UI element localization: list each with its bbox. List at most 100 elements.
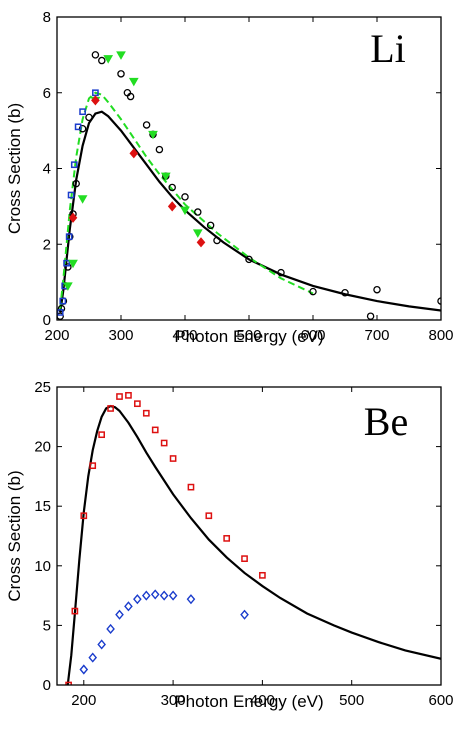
circle-point bbox=[206, 221, 215, 230]
x-tick-label: 200 bbox=[71, 692, 96, 709]
solid-curve bbox=[66, 404, 441, 685]
diamond-point bbox=[106, 623, 115, 635]
circle-point bbox=[98, 56, 106, 65]
li-panel: 200 300 400 500 600 700 800 0 2 4 6 8 Photon Energy … bbox=[5, 9, 454, 346]
circle-point bbox=[366, 312, 375, 320]
series-triangle-down-2 bbox=[63, 51, 203, 291]
square-point bbox=[59, 297, 67, 305]
diamond-point bbox=[150, 589, 160, 600]
y-tick-label: 6 bbox=[43, 85, 51, 102]
triangle-down-point bbox=[180, 206, 190, 216]
x-tick-label: 800 bbox=[428, 327, 453, 344]
square-point bbox=[134, 400, 141, 408]
circle-point bbox=[168, 183, 176, 192]
diamond-point bbox=[124, 601, 133, 612]
be-panel: 200 300 400 500 600 0 5 10 15 20 25 Photon Energy (… bbox=[5, 379, 454, 711]
square-point bbox=[187, 483, 195, 491]
circle-point bbox=[213, 236, 221, 245]
triangle-down-point bbox=[160, 172, 171, 182]
diamond-point bbox=[79, 664, 89, 675]
y-tick-label: 8 bbox=[43, 9, 51, 26]
series-diamond-1 bbox=[79, 589, 249, 675]
square-point bbox=[70, 161, 78, 169]
diamond-point bbox=[167, 201, 177, 212]
series-square-0 bbox=[65, 391, 266, 685]
diamond-point bbox=[129, 148, 139, 159]
circle-point bbox=[142, 121, 151, 129]
x-tick-label: 700 bbox=[364, 327, 389, 344]
x-tick-label: 500 bbox=[339, 692, 364, 709]
panel-label: Li bbox=[370, 26, 406, 71]
square-point bbox=[259, 571, 266, 579]
y-tick-label: 25 bbox=[34, 379, 51, 396]
x-tick-label: 300 bbox=[108, 327, 133, 344]
square-point bbox=[65, 681, 72, 685]
square-point bbox=[89, 462, 97, 470]
diamond-point bbox=[68, 212, 78, 223]
square-point bbox=[65, 233, 73, 241]
circle-point bbox=[91, 51, 100, 59]
square-point bbox=[205, 512, 213, 520]
circle-point bbox=[126, 92, 135, 101]
circle-point bbox=[117, 70, 125, 78]
circle-point bbox=[373, 285, 381, 294]
square-point bbox=[169, 455, 177, 462]
diamond-point bbox=[88, 652, 98, 663]
square-point bbox=[142, 409, 150, 417]
y-axis-label: Cross Section (b) bbox=[5, 103, 24, 234]
y-tick-label: 10 bbox=[34, 558, 51, 575]
y-tick-label: 0 bbox=[43, 312, 51, 329]
circle-point bbox=[194, 208, 202, 216]
square-point bbox=[80, 512, 88, 520]
square-point bbox=[71, 607, 79, 615]
triangle-down-point bbox=[77, 195, 88, 204]
diamond-point bbox=[159, 590, 169, 601]
y-tick-label: 4 bbox=[43, 161, 51, 178]
circle-point bbox=[155, 145, 164, 154]
circle-point bbox=[181, 193, 189, 201]
square-point bbox=[63, 259, 70, 267]
diamond-point bbox=[133, 594, 142, 605]
square-point bbox=[125, 391, 132, 399]
triangle-down-point bbox=[148, 130, 158, 140]
x-tick-label: 500 bbox=[236, 327, 261, 344]
triangle-down-point bbox=[63, 282, 73, 291]
panel-label: Be bbox=[364, 399, 408, 444]
square-point bbox=[67, 191, 75, 199]
y-tick-label: 5 bbox=[43, 617, 51, 634]
triangle-down-point bbox=[128, 77, 139, 87]
circle-point bbox=[341, 288, 349, 297]
square-point bbox=[107, 405, 114, 412]
circle-point bbox=[64, 263, 72, 271]
y-axis-label: Cross Section (b) bbox=[5, 470, 24, 601]
circle-point bbox=[85, 113, 93, 122]
y-tick-label: 20 bbox=[34, 439, 51, 456]
triangle-down-point bbox=[192, 229, 203, 238]
circle-point bbox=[57, 304, 66, 313]
square-point bbox=[98, 431, 106, 439]
diamond-point bbox=[97, 639, 106, 650]
y-tick-label: 15 bbox=[34, 498, 51, 515]
diamond-point bbox=[91, 95, 100, 106]
square-point bbox=[223, 535, 231, 542]
diamond-point bbox=[168, 590, 178, 601]
triangle-down-point bbox=[103, 55, 114, 64]
x-axis-label: Photon Energy (eV) bbox=[174, 692, 323, 711]
x-tick-label: 300 bbox=[161, 692, 186, 709]
plot-area bbox=[57, 51, 441, 320]
diamond-point bbox=[196, 237, 206, 248]
square-point bbox=[160, 439, 168, 447]
diamond-point bbox=[141, 590, 151, 601]
x-axis-label: Photon Energy (eV) bbox=[174, 327, 323, 346]
series-diamond-3 bbox=[68, 95, 206, 248]
solid-curve bbox=[59, 110, 441, 313]
diamond-point bbox=[115, 609, 124, 620]
diamond-point bbox=[186, 594, 196, 605]
plot-area bbox=[65, 391, 441, 685]
circle-point bbox=[309, 287, 317, 296]
square-point bbox=[79, 108, 86, 116]
y-tick-label: 0 bbox=[43, 677, 51, 694]
circle-point bbox=[72, 179, 80, 188]
circle-point bbox=[277, 268, 285, 277]
